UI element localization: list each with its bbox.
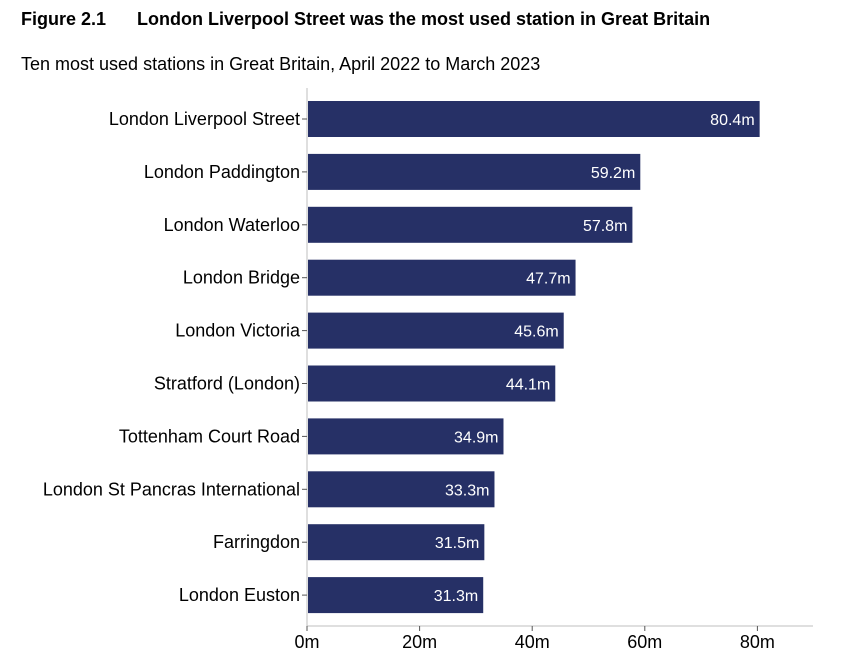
x-tick-label: 60m — [627, 632, 662, 650]
x-tick-label: 80m — [740, 632, 775, 650]
category-label: London Liverpool Street — [109, 109, 300, 129]
data-label: 44.1m — [506, 377, 550, 394]
figure-number: Figure 2.1 — [21, 9, 107, 29]
bar — [308, 312, 564, 349]
category-label: London Waterloo — [164, 215, 300, 235]
x-tick-label: 40m — [515, 632, 550, 650]
data-label: 45.6m — [514, 324, 558, 341]
category-label: London Paddington — [144, 162, 300, 182]
data-label: 80.4m — [710, 112, 754, 129]
data-label: 34.9m — [454, 429, 498, 446]
category-label: London Victoria — [175, 321, 301, 341]
bar — [308, 365, 556, 402]
data-label: 31.5m — [435, 535, 479, 552]
data-label: 59.2m — [591, 165, 635, 182]
category-label: London St Pancras International — [43, 479, 300, 499]
x-tick-label: 20m — [402, 632, 437, 650]
figure-subtitle: Ten most used stations in Great Britain,… — [21, 54, 541, 74]
category-label: London Bridge — [183, 268, 300, 288]
category-label: London Euston — [179, 585, 300, 605]
data-label: 31.3m — [434, 588, 478, 605]
bar — [308, 153, 641, 190]
bar — [308, 471, 495, 508]
bar — [308, 101, 760, 137]
figure-title: Figure 2.1 London Liverpool Street was th… — [21, 9, 710, 30]
data-label: 33.3m — [445, 482, 489, 499]
x-tick-label: 0m — [294, 632, 319, 650]
figure-title-text: London Liverpool Street was the most use… — [137, 9, 711, 29]
bar — [308, 524, 485, 561]
category-label: Tottenham Court Road — [119, 426, 300, 446]
bar — [308, 418, 504, 455]
data-label: 47.7m — [526, 271, 570, 288]
bar — [308, 259, 576, 296]
bar — [308, 577, 484, 614]
category-label: Farringdon — [213, 532, 300, 552]
data-label: 57.8m — [583, 218, 627, 235]
bar — [308, 206, 633, 243]
category-label: Stratford (London) — [154, 374, 300, 394]
